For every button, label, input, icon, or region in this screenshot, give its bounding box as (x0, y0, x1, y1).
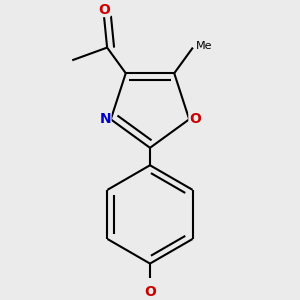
Text: O: O (144, 285, 156, 299)
Text: Me: Me (195, 41, 212, 51)
Text: O: O (189, 112, 201, 126)
Text: O: O (98, 2, 110, 16)
Text: N: N (99, 112, 111, 126)
